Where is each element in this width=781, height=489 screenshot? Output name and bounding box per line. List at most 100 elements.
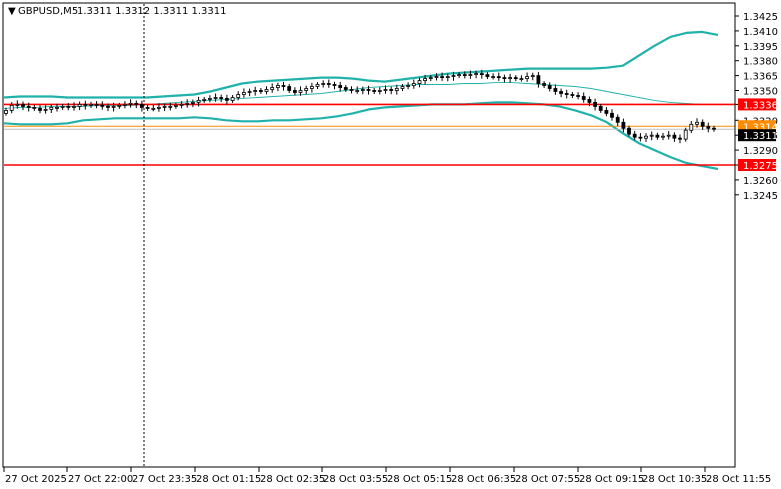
candle-body [394,88,399,91]
candle [474,70,479,79]
candle-body [321,83,326,85]
candle-body [604,110,609,114]
candle [196,96,201,107]
candle-body [49,107,54,110]
candle [298,86,303,96]
candle-body [672,134,677,139]
candle [638,133,643,142]
candle [264,86,269,95]
candle [202,97,207,103]
candle [598,103,603,113]
ohlc-readout: 1.3311 1.3312 1.3311 1.3311 [77,6,227,17]
candle-body [21,104,25,107]
candle [440,72,445,81]
candle-body [451,75,456,77]
time-tick-label: 28 Oct 07:55 [515,474,580,485]
candle [525,72,529,82]
candle [179,101,184,109]
candle-body [678,137,682,140]
price-tick-label: 1.3290 [743,146,778,157]
price-tick-label: 1.3380 [743,57,778,68]
candle [604,107,609,117]
candle-body [508,77,513,79]
candle [445,73,450,82]
candle-body [587,99,592,103]
candle [258,88,263,94]
candle [349,86,354,94]
candle [219,94,224,103]
candle-body [491,76,496,78]
time-tick-label: 28 Oct 02:35 [260,474,325,485]
candle-body [593,102,597,107]
candle-body [94,104,99,106]
candle-body [547,85,552,89]
candle-body [207,98,212,100]
candle [695,118,699,128]
candle-body [168,106,173,108]
candle-body [89,104,93,106]
time-tick-label: 28 Oct 10:35 [642,474,707,485]
candle [224,94,229,105]
candle-body [695,121,699,125]
candle [508,73,513,83]
candle [394,84,399,95]
chart-menu-arrow-icon[interactable]: ▼ [8,6,16,17]
candle-body [553,88,558,92]
candle-body [411,83,416,86]
candle-body [661,135,665,138]
candle [21,101,25,111]
candle [77,101,82,111]
candle-body [309,86,314,89]
candle-body [117,105,122,107]
candle-body [632,133,637,138]
candle-body [332,84,337,86]
candle-body [275,85,280,88]
price-tick-label: 1.3365 [743,72,778,83]
candle-body [712,127,716,130]
candle-body [525,76,529,79]
candle-body [564,93,569,95]
candle-body [106,106,110,108]
candle [536,71,541,88]
current-price-tag: 1.3311 [743,131,778,142]
candle-body [179,104,184,106]
candle-body [185,103,190,105]
candle-body [360,89,365,91]
candle-body [638,136,643,139]
candle [173,102,178,109]
candle [270,83,275,93]
candle [292,87,297,96]
price-tick-label: 1.3350 [743,87,778,98]
candle-body [43,109,48,111]
candle [247,88,252,97]
candle-body [15,104,20,106]
candle-body [621,121,626,129]
price-tick-label: 1.3425 [743,12,778,23]
candle [434,73,439,81]
candle [236,91,241,101]
candle [9,102,14,114]
candle [287,84,292,93]
candle-body [9,105,14,111]
candle-body [38,108,42,111]
candle [462,71,467,79]
candle-body [123,104,127,106]
candle [581,92,586,103]
candle [26,102,31,112]
candle [55,103,59,112]
candle [689,121,694,134]
candle [496,72,501,81]
candle [621,118,626,133]
candle-body [66,106,71,108]
candle [241,88,246,98]
candle-body [26,106,31,108]
candle [355,86,360,94]
candle-body [502,77,507,79]
candle [207,95,212,103]
candle-body [156,107,161,109]
candle-body [440,76,445,78]
time-tick-label: 27 Oct 2025 [5,474,67,485]
